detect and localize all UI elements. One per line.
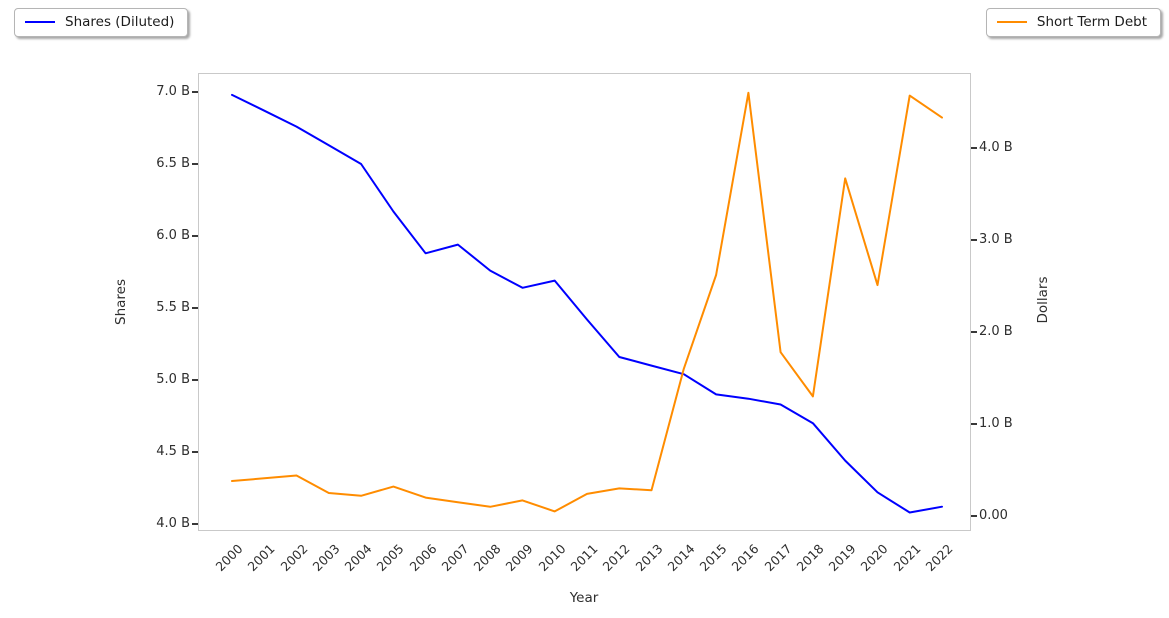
y-right-tick-label: 0.00 xyxy=(979,508,1008,523)
y-right-tick-label: 1.0 B xyxy=(979,416,1013,431)
y-right-tick-label: 4.0 B xyxy=(979,140,1013,155)
x-axis-label: Year xyxy=(569,590,599,606)
y-right-tick-mark xyxy=(971,147,977,149)
y-right-tick-mark xyxy=(971,423,977,425)
x-tick-label: 2020 xyxy=(857,541,892,575)
x-tick-label: 2014 xyxy=(664,541,698,575)
x-tick-label: 2011 xyxy=(567,541,601,575)
y-left-tick-mark xyxy=(192,91,198,93)
x-tick-label: 2004 xyxy=(341,541,375,575)
y-left-tick-mark xyxy=(192,163,198,165)
y-left-tick-label: 5.5 B xyxy=(156,300,190,315)
y-left-tick-mark xyxy=(192,235,198,237)
legend-short-term-debt-label: Short Term Debt xyxy=(1036,14,1147,30)
shares-line-swatch xyxy=(25,21,55,23)
x-tick-label: 2017 xyxy=(761,541,795,575)
y-axis-label-left: Shares xyxy=(113,279,129,325)
x-tick-label: 2021 xyxy=(890,541,924,575)
legend-shares-label: Shares (Diluted) xyxy=(65,14,175,30)
x-tick-label: 2007 xyxy=(438,541,472,575)
x-tick-label: 2006 xyxy=(406,541,440,575)
y-left-tick-mark xyxy=(192,379,198,381)
x-tick-label: 2013 xyxy=(632,541,666,575)
x-tick-label: 2002 xyxy=(277,541,311,575)
y-left-tick-label: 7.0 B xyxy=(156,84,190,99)
y-left-tick-label: 5.0 B xyxy=(156,372,190,387)
y-left-tick-mark xyxy=(192,307,198,309)
x-tick-label: 2009 xyxy=(502,541,537,575)
x-tick-label: 2001 xyxy=(244,541,278,575)
y-right-tick-mark xyxy=(971,239,977,241)
y-left-tick-label: 6.0 B xyxy=(156,228,190,243)
x-tick-label: 2003 xyxy=(309,541,343,575)
y-right-tick-mark xyxy=(971,515,977,517)
x-tick-label: 2019 xyxy=(825,541,859,575)
y-left-tick-label: 4.0 B xyxy=(156,516,190,531)
x-tick-label: 2005 xyxy=(373,541,407,575)
x-tick-label: 2018 xyxy=(793,541,827,575)
short-term-debt-line-swatch xyxy=(996,21,1027,23)
y-left-tick-mark xyxy=(192,451,198,453)
x-tick-label: 2000 xyxy=(212,541,246,575)
x-tick-label: 2008 xyxy=(470,541,504,575)
x-tick-label: 2016 xyxy=(728,541,762,575)
y-left-tick-label: 4.5 B xyxy=(156,444,190,459)
y-right-tick-label: 2.0 B xyxy=(979,324,1013,339)
y-right-tick-label: 3.0 B xyxy=(979,232,1013,247)
y-left-tick-mark xyxy=(192,523,198,525)
x-tick-label: 2010 xyxy=(535,541,569,575)
legend-shares: Shares (Diluted) xyxy=(14,8,189,37)
x-tick-label: 2015 xyxy=(696,541,730,575)
plot-area xyxy=(198,73,971,531)
y-axis-label-right: Dollars xyxy=(1035,276,1051,324)
x-tick-label: 2012 xyxy=(599,541,633,575)
legend-short-term-debt: Short Term Debt xyxy=(985,8,1161,37)
y-left-tick-label: 6.5 B xyxy=(156,156,190,171)
y-right-tick-mark xyxy=(971,331,977,333)
x-tick-label: 2022 xyxy=(922,541,956,575)
